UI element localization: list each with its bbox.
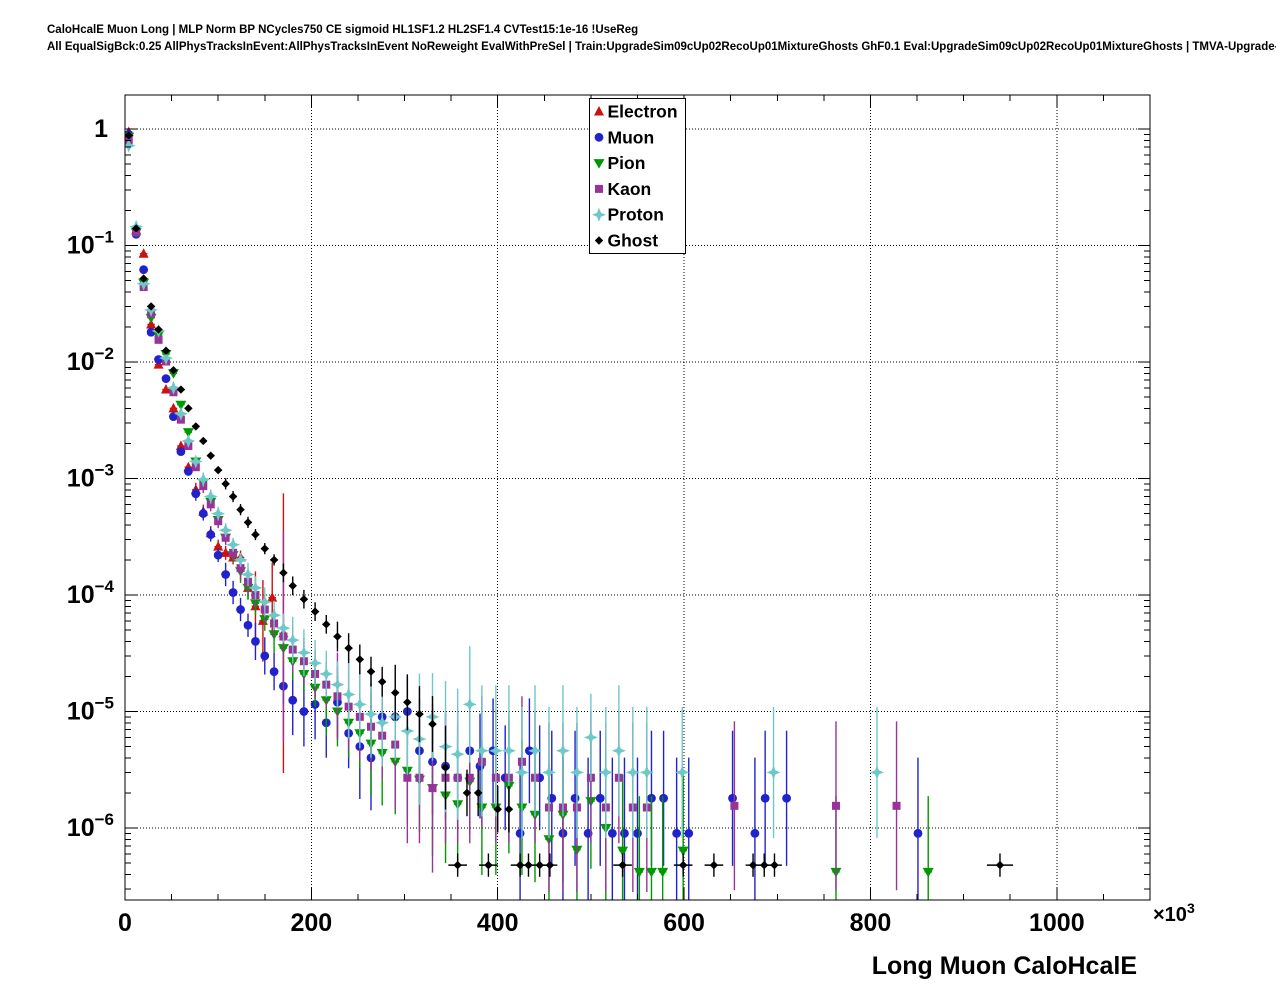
legend-entry-kaon: Kaon <box>595 179 651 199</box>
y-tick-label: 1 <box>94 115 108 143</box>
legend-entry-label: Electron <box>608 102 678 122</box>
plot-frame-and-ticks <box>124 94 1151 901</box>
y-tick-label: 10−6 <box>67 810 114 842</box>
legend-entry-electron: Electron <box>594 102 678 122</box>
data-series-layer <box>125 126 1014 900</box>
x-tick-label: 400 <box>477 909 519 937</box>
x-tick-label: 1000 <box>1029 909 1085 937</box>
legend-entry-label: Kaon <box>608 179 652 199</box>
legend-entry-pion: Pion <box>593 153 646 173</box>
legend-entry-ghost: Ghost <box>594 231 659 251</box>
legend-entry-label: Proton <box>608 205 664 225</box>
x-tick-label: 800 <box>850 909 892 937</box>
legend: Electron Muon Pion Kaon Proton Ghost <box>589 98 686 254</box>
y-tick-label: 10−3 <box>67 461 114 493</box>
x-tick-label: 200 <box>291 909 333 937</box>
x-axis-exponent: ×103 <box>1153 900 1195 926</box>
grid-lines <box>125 95 1150 900</box>
y-tick-label: 10−5 <box>67 694 114 726</box>
series-pion <box>125 132 934 900</box>
plot-header-line-2: All EqualSigBck:0.25 AllPhysTracksInEven… <box>47 41 1276 53</box>
series-ghost <box>125 131 1014 877</box>
plot-header-line-1: CaloHcalE Muon Long | MLP Norm BP NCycle… <box>47 24 639 36</box>
series-proton <box>125 138 884 838</box>
x-tick-label: 0 <box>118 909 132 937</box>
y-tick-label: 10−4 <box>67 577 115 609</box>
legend-entry-label: Pion <box>608 153 646 173</box>
x-tick-label: 600 <box>663 909 705 937</box>
y-tick-label: 10−2 <box>67 344 114 376</box>
legend-entry-muon: Muon <box>594 127 655 147</box>
legend-entry-label: Muon <box>608 127 655 147</box>
legend-entry-label: Ghost <box>608 231 659 251</box>
legend-entry-proton: Proton <box>592 205 664 225</box>
x-axis-title: Long Muon CaloHcalE <box>872 952 1137 980</box>
series-muon <box>125 129 923 900</box>
legend-box <box>589 98 686 254</box>
y-tick-label: 10−1 <box>67 228 114 260</box>
series-electron <box>125 126 289 774</box>
